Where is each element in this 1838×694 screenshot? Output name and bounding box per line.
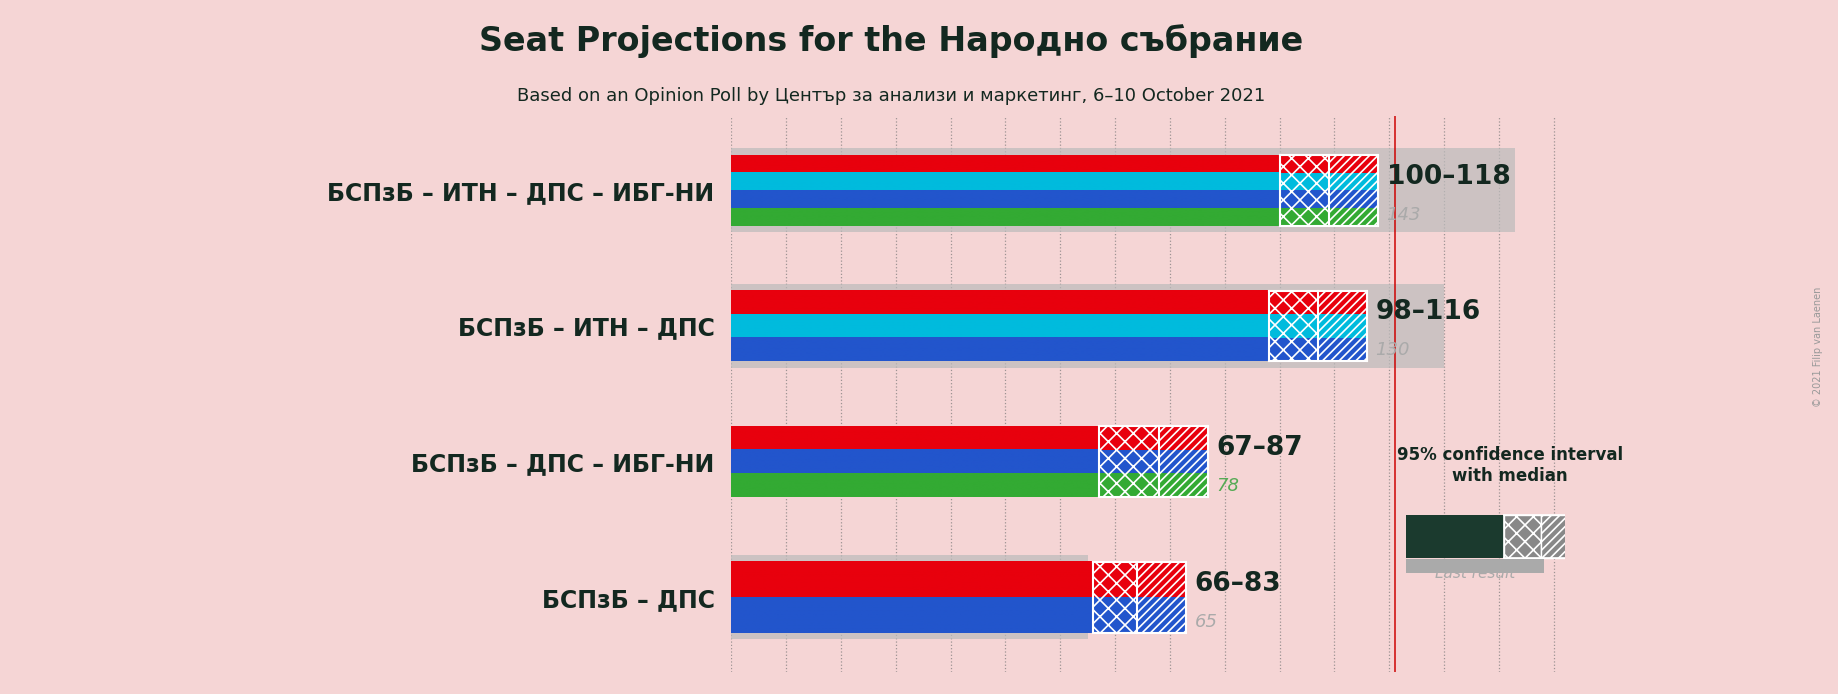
Bar bbox=[732, 149, 1515, 232]
Bar bbox=[1406, 515, 1503, 558]
Bar bbox=[1540, 515, 1570, 558]
Bar bbox=[1279, 155, 1329, 173]
Text: © 2021 Filip van Laenen: © 2021 Filip van Laenen bbox=[1814, 287, 1823, 407]
Bar bbox=[1406, 559, 1544, 573]
Bar bbox=[1318, 338, 1367, 362]
Bar bbox=[1279, 173, 1329, 190]
Text: Based on an Opinion Poll by Център за анализи и маркетинг, 6–10 October 2021: Based on an Opinion Poll by Център за ан… bbox=[516, 87, 1266, 105]
Bar bbox=[1160, 426, 1208, 450]
Bar bbox=[1503, 515, 1540, 558]
Bar bbox=[1318, 291, 1367, 314]
Bar bbox=[1099, 450, 1160, 473]
Text: Seat Projections for the Народно събрание: Seat Projections for the Народно събрани… bbox=[480, 24, 1303, 58]
Text: 130: 130 bbox=[1375, 341, 1410, 359]
Bar bbox=[1268, 338, 1318, 362]
Bar bbox=[1094, 598, 1138, 633]
Bar bbox=[1099, 473, 1160, 497]
Text: 67–87: 67–87 bbox=[1217, 435, 1303, 461]
Text: 143: 143 bbox=[1386, 205, 1421, 223]
Text: 65: 65 bbox=[1195, 613, 1217, 631]
Text: 66–83: 66–83 bbox=[1195, 571, 1281, 597]
Bar bbox=[732, 284, 1445, 368]
Text: 98–116: 98–116 bbox=[1375, 299, 1481, 325]
Bar bbox=[1268, 291, 1318, 314]
Bar bbox=[1138, 598, 1186, 633]
Bar bbox=[1318, 314, 1367, 338]
Text: 78: 78 bbox=[1217, 477, 1239, 495]
Bar bbox=[1329, 208, 1378, 226]
Text: 100–118: 100–118 bbox=[1386, 164, 1511, 189]
Bar bbox=[1138, 562, 1186, 598]
Text: 95% confidence interval
with median: 95% confidence interval with median bbox=[1397, 446, 1623, 485]
Bar bbox=[1329, 173, 1378, 190]
Bar bbox=[1094, 562, 1138, 598]
Bar bbox=[732, 555, 1088, 639]
Text: Last result: Last result bbox=[1435, 566, 1515, 581]
Bar bbox=[1160, 450, 1208, 473]
Bar bbox=[1279, 208, 1329, 226]
Bar bbox=[1099, 426, 1160, 450]
Bar bbox=[1268, 314, 1318, 338]
Bar bbox=[1329, 155, 1378, 173]
Bar bbox=[1279, 190, 1329, 208]
Bar bbox=[1160, 473, 1208, 497]
Bar bbox=[1329, 190, 1378, 208]
